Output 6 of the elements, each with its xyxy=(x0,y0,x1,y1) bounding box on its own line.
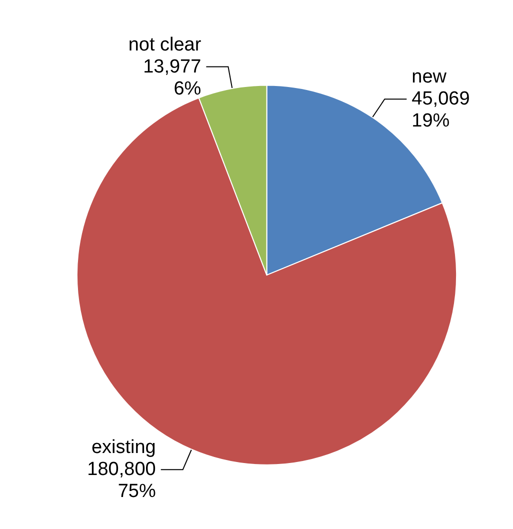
slice-label: not clear xyxy=(128,34,202,56)
data-label: 45,069 19% xyxy=(412,88,470,132)
slice-label: existing xyxy=(91,437,156,458)
slice-label: new xyxy=(412,66,447,88)
data-label: 13,977 6% xyxy=(143,56,202,100)
data-label: 180,800 75% xyxy=(87,459,156,502)
